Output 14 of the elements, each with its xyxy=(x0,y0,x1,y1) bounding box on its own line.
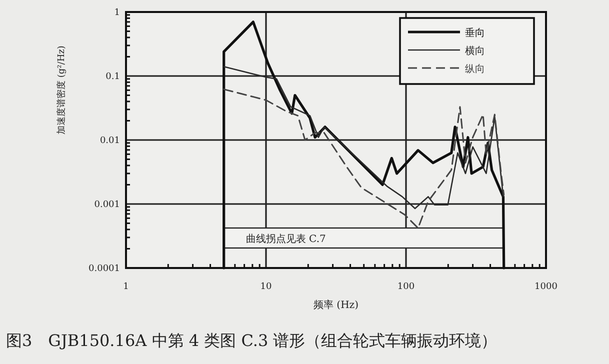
annotation: 曲线拐点见表 C.7 xyxy=(246,233,326,245)
y-tick-label: 0.01 xyxy=(100,136,120,146)
y-tick-label: 1 xyxy=(114,8,120,18)
text: 图3 GJB150.16A 中第 4 类图 C.3 谱形（组合轮式车辆振动环境） xyxy=(6,331,498,350)
y-axis-title: 加速度谱密度 (g²/Hz) xyxy=(56,46,67,134)
x-tick-label: 1000 xyxy=(534,282,558,292)
y-tick-label: 0.0001 xyxy=(88,264,120,274)
legend: 垂向 横向 纵向 xyxy=(399,17,535,85)
y-tick-label: 0.1 xyxy=(106,72,120,82)
x-tick-label: 10 xyxy=(260,282,272,292)
x-tick-label: 1 xyxy=(123,282,129,292)
x-axis-title: 频率 (Hz) xyxy=(314,299,359,311)
x-tick-label: 100 xyxy=(397,282,415,292)
y-tick-label: 0.001 xyxy=(94,200,120,210)
